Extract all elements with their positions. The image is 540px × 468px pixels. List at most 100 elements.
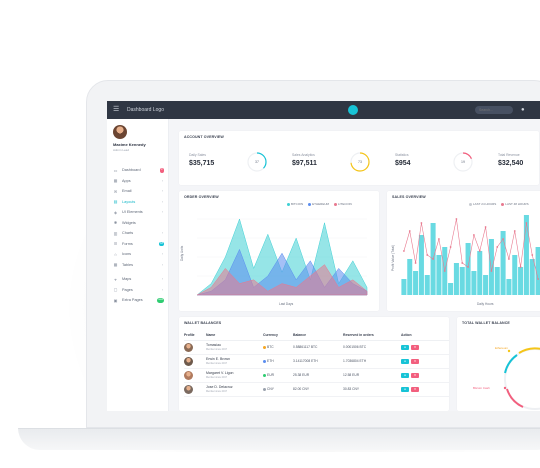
- layers-icon: ◈: [113, 209, 118, 215]
- stat-ring: 73: [350, 152, 370, 172]
- avatar[interactable]: [184, 384, 193, 394]
- row-name-text[interactable]: Margaret V. Ligon: [206, 371, 234, 375]
- row-reserved: 12.58 EUR: [343, 368, 401, 383]
- col-currency[interactable]: Currency: [263, 331, 293, 341]
- sales-bar: [483, 275, 489, 295]
- app-logo[interactable]: Dashboard Logo: [127, 107, 164, 113]
- sidebar-item-forms[interactable]: ☰ Forms 18: [107, 239, 169, 250]
- trash-icon[interactable]: ✕: [411, 358, 419, 364]
- brand-icon[interactable]: [348, 105, 358, 115]
- legend-last-48[interactable]: LAST 48 HOURS: [501, 202, 529, 206]
- sales-line-point: [432, 258, 434, 260]
- donut-segment-bitcoin-cash: [506, 388, 524, 408]
- sidebar-item-pages[interactable]: ▢ Pages ›: [107, 285, 169, 296]
- eye-icon[interactable]: ●: [401, 372, 409, 378]
- row-profile: [184, 368, 206, 383]
- sales-overview-card: SALES OVERVIEW LAST 24 HOURS LAST 48 HOU…: [387, 191, 540, 311]
- stat-statistics: Statistics $954 19: [395, 147, 473, 177]
- col-reserved[interactable]: Reserved in orders: [343, 331, 401, 341]
- sidebar-item-charts[interactable]: ▥ Charts ›: [107, 228, 169, 239]
- row-profile: [184, 354, 206, 369]
- col-action[interactable]: Action: [401, 331, 449, 341]
- stat-ring-progress: [350, 152, 370, 172]
- stat-ring-progress: [453, 152, 473, 172]
- legend-ethereum[interactable]: ETHEREUM: [308, 202, 329, 206]
- sales-line-point: [473, 234, 475, 236]
- chevron-right-icon: ›: [161, 210, 163, 215]
- col-balance[interactable]: Balance: [293, 331, 343, 341]
- table-row: Margaret V. Ligon Member since 2017 EUR 25.…: [184, 368, 449, 383]
- sidebar-item-label: UI Elements: [122, 210, 143, 215]
- sales-bar: [424, 275, 430, 295]
- wallet-balances-card: WALLET BALANCES Profile Name Currency Ba…: [179, 317, 449, 411]
- search-input[interactable]: [475, 106, 513, 114]
- order-overview-card: ORDER OVERVIEW BITCOIN ETHEREUM LITECOIN…: [179, 191, 379, 311]
- sidebar-item-widgets[interactable]: ✱ Widgets: [107, 218, 169, 229]
- pages-icon: ▢: [113, 287, 118, 293]
- trash-icon[interactable]: ✕: [411, 372, 419, 378]
- avatar[interactable]: [113, 125, 127, 139]
- nav-badge: 18: [159, 241, 164, 246]
- sidebar-item-tables[interactable]: ▦ Tables ›: [107, 260, 169, 271]
- sales-line-point: [537, 278, 539, 280]
- hamburger-icon[interactable]: ☰: [113, 106, 120, 113]
- currency-dot: [263, 373, 266, 377]
- order-overview-title: ORDER OVERVIEW: [184, 195, 219, 199]
- legend-litecoin[interactable]: LITECOIN: [334, 202, 352, 206]
- row-actions: ● ✕: [401, 368, 449, 383]
- account-overview-card: ACCOUNT OVERVIEW Daily Sales $35,715 37 Sal…: [179, 131, 539, 185]
- sidebar-item-label: Dashboard: [122, 168, 141, 173]
- sidebar-nav: ▭ Dashboard 3 ▦ Apps › ✉ Email › ▤ Layouts › ◈ UI Ele…: [107, 165, 169, 306]
- eye-icon[interactable]: ●: [401, 358, 409, 364]
- profile-name: Maxime Kennedy: [113, 142, 146, 147]
- stat-sales-analytics: Sales Analytics $97,511 73: [292, 147, 370, 177]
- eye-icon[interactable]: ●: [401, 344, 409, 350]
- eye-icon[interactable]: ●: [401, 386, 409, 392]
- sales-line-point: [467, 266, 469, 268]
- sidebar-item-email[interactable]: ✉ Email ›: [107, 186, 169, 197]
- col-name[interactable]: Name: [206, 331, 263, 341]
- row-reserved: 1.7036804 ETH: [343, 354, 401, 369]
- sales-bar: [448, 283, 454, 295]
- chevron-right-icon: ›: [161, 199, 163, 204]
- stat-value: $954: [395, 160, 411, 167]
- nav-badge: new: [157, 298, 164, 303]
- sidebar-item-dashboard[interactable]: ▭ Dashboard 3: [107, 165, 169, 176]
- monitor-icon: ▭: [113, 167, 118, 173]
- avatar[interactable]: [184, 370, 193, 380]
- row-name-text[interactable]: Tomasiau: [206, 343, 221, 347]
- row-balance: 0.58861117 BTC: [293, 340, 343, 355]
- order-legend: BITCOIN ETHEREUM LITECOIN: [287, 202, 352, 206]
- total-wallet-title: TOTAL WALLET BALANCE: [462, 321, 510, 325]
- legend-bitcoin[interactable]: BITCOIN: [287, 202, 303, 206]
- sales-line-point: [408, 230, 411, 232]
- sidebar-item-apps[interactable]: ▦ Apps ›: [107, 176, 169, 187]
- sidebar-item-maps[interactable]: ⌖ Maps ›: [107, 274, 169, 285]
- user-icon[interactable]: ●: [521, 107, 525, 113]
- col-profile[interactable]: Profile: [184, 331, 206, 341]
- avatar[interactable]: [184, 356, 193, 366]
- sidebar-item-layouts[interactable]: ▤ Layouts ›: [107, 197, 169, 208]
- sidebar-item-label: Apps: [122, 178, 131, 183]
- row-name-text[interactable]: Jose D. Delacruz: [206, 385, 233, 389]
- sales-bar: [477, 251, 483, 295]
- widget-icon: ✱: [113, 220, 118, 226]
- trash-icon[interactable]: ✕: [411, 386, 419, 392]
- row-currency-text: ETH: [267, 359, 274, 363]
- row-name-text[interactable]: Erwin E. Brown: [206, 357, 230, 361]
- legend-last-24[interactable]: LAST 24 HOURS: [469, 202, 496, 206]
- avatar[interactable]: [184, 342, 193, 352]
- donut-label-bitcoin-cash: Bitcoin Cash: [473, 386, 490, 390]
- stat-ring: 37: [247, 152, 267, 172]
- wallet-balances-title: WALLET BALANCES: [184, 321, 222, 325]
- sidebar-item-extra-pages[interactable]: ▣ Extra Pages new: [107, 295, 169, 306]
- chevron-right-icon: ›: [161, 231, 163, 236]
- sidebar-item-icons[interactable]: ☆ Icons ›: [107, 249, 169, 260]
- sidebar-item-ui-elements[interactable]: ◈ UI Elements ›: [107, 207, 169, 218]
- trash-icon[interactable]: ✕: [411, 344, 419, 350]
- sales-chart: Profit Value (Total) Daily Hours: [391, 215, 540, 306]
- total-wallet-card: TOTAL WALLET BALANCE Ethereum Bitcoin Ca…: [457, 317, 540, 411]
- chart-icon: ▥: [113, 230, 118, 236]
- topbar: ☰ Dashboard Logo ●: [107, 101, 540, 119]
- sidebar-item-label: Tables: [122, 262, 133, 267]
